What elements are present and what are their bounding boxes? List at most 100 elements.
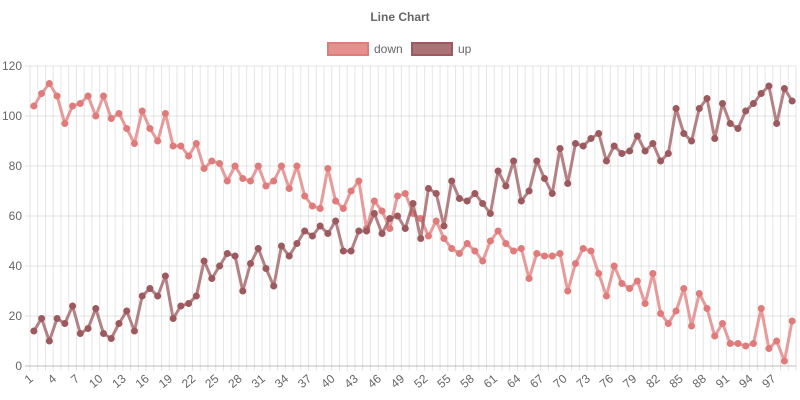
data-point [332,217,340,225]
data-point [216,262,224,270]
data-point [154,137,162,145]
data-point [216,160,224,167]
data-point [339,205,347,212]
data-point [53,92,61,100]
data-point [726,120,734,127]
data-point [138,292,146,300]
data-point [680,130,688,137]
data-point [208,275,216,282]
data-point [30,102,38,110]
data-point [92,305,100,312]
data-point [695,105,703,112]
data-point [672,307,680,315]
data-point [247,260,255,267]
data-point [277,162,285,170]
data-point [633,277,641,285]
data-point [200,165,208,172]
data-point [146,125,154,132]
data-point [773,337,781,345]
x-tick-label: 76 [597,371,616,391]
x-tick-label: 61 [481,371,500,391]
data-point [564,287,572,295]
legend-item-down[interactable]: down [327,42,403,56]
data-point [641,147,649,155]
data-point [169,142,177,150]
data-point [401,190,409,197]
data-point [533,250,541,257]
data-point [479,257,487,265]
data-point [517,245,525,252]
data-point [177,302,185,310]
x-tick-label: 28 [225,371,244,391]
legend-swatch [411,42,453,56]
data-point [239,287,247,295]
data-point [587,135,595,142]
chart-title: Line Chart [370,10,429,24]
data-point [657,310,665,317]
data-point [363,227,371,235]
x-tick-label: 31 [249,371,268,391]
x-tick-label: 58 [458,371,477,391]
legend-label: up [458,42,472,56]
data-point [494,167,502,175]
y-tick-label: 120 [2,59,22,73]
data-point [571,260,579,267]
data-point [154,292,162,300]
data-point [541,175,549,182]
data-point [355,177,363,185]
legend-item-up[interactable]: up [411,42,472,56]
data-point [370,210,378,217]
data-point [107,335,115,342]
data-point [262,182,270,190]
data-point [262,265,270,272]
x-tick-label: 25 [202,371,221,391]
data-point [541,252,549,260]
data-point [308,232,316,240]
data-point [316,205,324,212]
x-tick-label: 19 [156,371,175,391]
data-point [641,300,649,307]
data-point [742,107,750,115]
data-point [208,157,216,165]
series-down [30,80,796,365]
data-point [780,357,788,365]
data-point [92,112,100,120]
data-point [115,110,123,117]
data-point [332,197,340,205]
data-point [254,245,262,252]
plot-area [30,80,796,365]
data-point [734,340,742,347]
x-tick-label: 70 [550,371,569,391]
data-point [440,222,448,230]
data-point [649,140,657,147]
data-point [440,235,448,242]
data-point [192,292,200,300]
data-point [626,285,634,292]
data-point [448,245,456,252]
data-point [394,212,402,220]
data-point [680,285,688,292]
data-point [192,140,200,147]
data-point [270,282,278,290]
data-point [347,187,355,195]
data-point [130,327,138,335]
data-point [525,187,533,195]
data-point [626,147,634,155]
data-point [76,330,84,337]
data-point [602,292,610,300]
data-point [293,240,301,247]
data-point [200,257,208,265]
x-tick-label: 67 [527,371,546,391]
data-point [316,222,324,230]
data-point [53,315,61,322]
data-point [394,192,402,200]
data-point [742,342,750,350]
data-point [285,252,293,260]
y-tick-label: 100 [2,109,22,123]
data-point [38,90,46,97]
data-point [533,157,541,165]
data-point [254,162,262,170]
data-point [510,157,518,165]
data-point [773,120,781,127]
data-point [378,207,386,215]
